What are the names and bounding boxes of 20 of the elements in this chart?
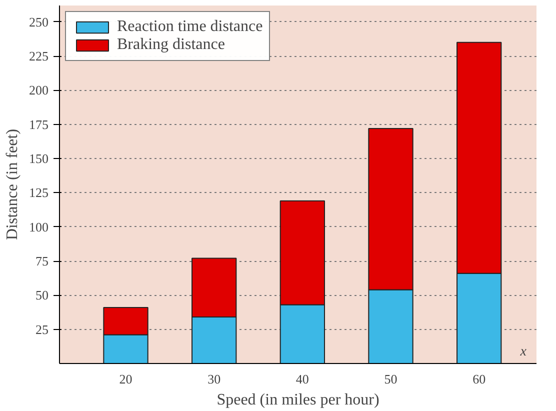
y-tick-label: 250 [29,14,48,30]
y-tick-label: 150 [29,151,48,166]
x-tick-label: 20 [119,372,132,386]
x-tick-label: 40 [296,372,309,386]
y-tick-label: 225 [29,48,48,64]
y-tick-label: 75 [36,254,48,269]
y-tick-label: 25 [36,322,48,337]
legend-label: Braking distance [117,36,225,54]
x-axis-title: Speed (in miles per hour) [216,392,380,408]
y-tick-label: 100 [29,219,48,234]
annotation: x [519,344,528,360]
y-tick-label: 200 [29,82,48,98]
legend-label: Reaction time distance [117,18,263,36]
x-tick-label: 60 [472,372,486,386]
x-tick-label: 30 [208,372,221,386]
y-axis-title: Distance (in feet) [4,128,21,240]
y-tick-label: 175 [29,116,48,132]
y-tick-label: 50 [36,288,48,303]
x-tick-label: 50 [384,372,398,386]
y-tick-label: 125 [29,185,48,200]
